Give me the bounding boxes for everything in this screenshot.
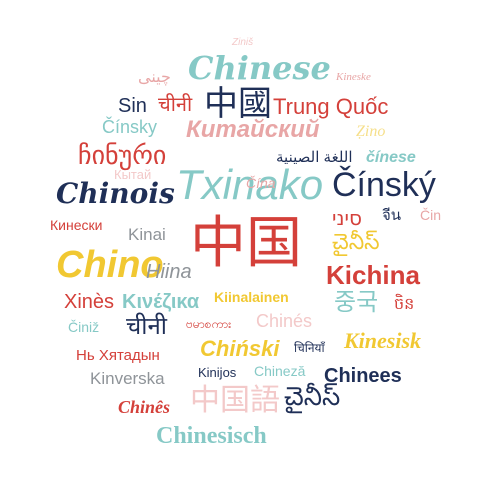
word: 中國 <box>204 86 272 123</box>
word: 中国語 <box>190 384 280 417</box>
word: Činiž <box>68 319 100 335</box>
word: Chinês <box>118 397 171 417</box>
word: Chinés <box>256 311 313 331</box>
word: चीनी <box>126 312 167 340</box>
word: చైనీస్ <box>332 230 380 255</box>
word: Нь Хятадын <box>76 347 160 364</box>
word: Kinverska <box>90 369 165 388</box>
word: Кинески <box>50 217 103 233</box>
word: 중국 <box>334 288 379 316</box>
word: Sin <box>118 95 147 117</box>
word: Čínsky <box>102 117 158 137</box>
word: Chinesisch <box>156 423 267 449</box>
word: Chino <box>56 244 164 286</box>
word: چینی <box>138 69 171 86</box>
word: Chiński <box>200 336 280 361</box>
word: Ziniš <box>232 37 254 48</box>
word: చైనీస్ <box>284 382 341 412</box>
word: Kinesisk <box>344 328 422 353</box>
word: Chinese <box>188 49 331 87</box>
word: จีน <box>382 206 402 224</box>
word: चीनी <box>158 92 193 116</box>
word: Ẓino <box>356 123 386 140</box>
word: Chinees <box>324 365 402 387</box>
word: Kineske <box>336 71 371 83</box>
word: Chinois <box>56 177 175 210</box>
word: Hiina <box>146 261 192 283</box>
word: Китайский <box>186 116 320 143</box>
word: čínese <box>366 149 416 166</box>
word: ჩინური <box>78 140 167 170</box>
word: 中国 <box>190 213 302 275</box>
word: ចិន <box>394 294 415 313</box>
word: Kiinalainen <box>214 289 289 305</box>
word: اللغة الصينية <box>276 149 353 166</box>
word: סיני <box>332 206 362 230</box>
word: चिनियाँ <box>294 341 325 355</box>
word: Xinès <box>64 291 115 313</box>
word: Kichina <box>326 260 420 290</box>
word: Chineză <box>254 363 306 379</box>
word: Κινέζικα <box>122 291 200 313</box>
word: Čínský <box>332 166 436 204</box>
word: Trung Quốc <box>273 94 389 119</box>
word: Txinako <box>176 161 324 208</box>
word: Кытай <box>114 167 152 182</box>
word: Čína <box>246 175 276 191</box>
word: Čin <box>420 207 442 223</box>
word: Kinai <box>128 225 166 244</box>
word: ဗမာစကား <box>186 317 232 331</box>
word: Kinijos <box>198 365 237 380</box>
